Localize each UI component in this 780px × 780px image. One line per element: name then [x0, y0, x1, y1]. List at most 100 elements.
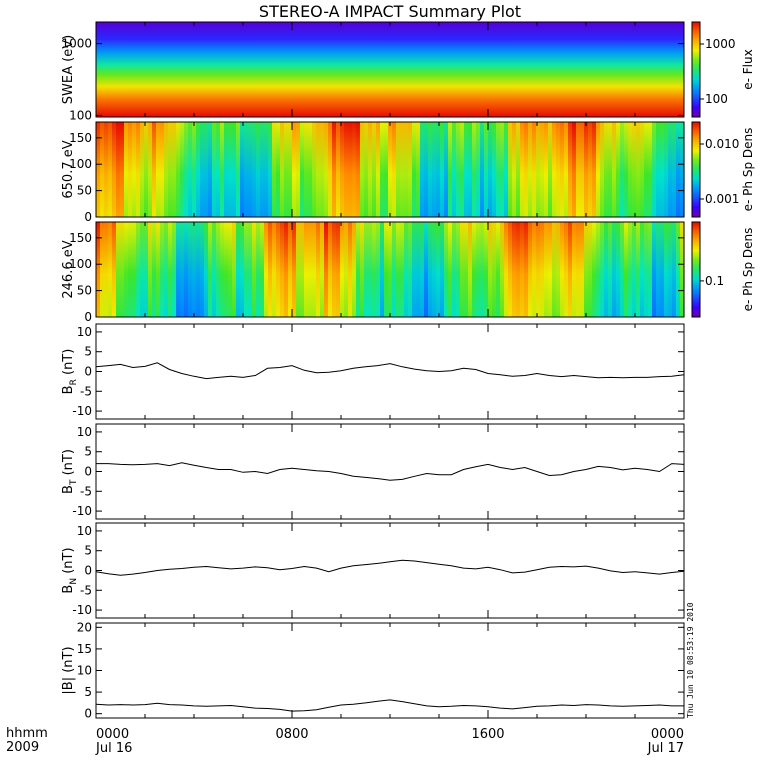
- spectrogram-strip: [476, 122, 481, 217]
- spectrogram-strip: [592, 222, 597, 317]
- spectrogram-strip: [204, 122, 209, 217]
- spectrogram-strip: [616, 222, 621, 317]
- spectrogram-strip: [116, 222, 121, 317]
- spectrogram-strip: [436, 122, 441, 217]
- spectrogram-strip: [256, 122, 261, 217]
- spectrogram-strip: [468, 222, 473, 317]
- spectrogram-strip: [472, 122, 477, 217]
- spectrogram-strip: [380, 222, 385, 317]
- spectrogram-strip: [176, 122, 181, 217]
- spectrogram-strip: [108, 222, 113, 317]
- colorbar-tick-label: 100: [705, 92, 728, 106]
- spectrogram-strip: [164, 122, 169, 217]
- spectrogram-strip: [560, 122, 565, 217]
- data-series-line: [95, 559, 685, 576]
- spectrogram-strip: [480, 222, 485, 317]
- spectrogram-strip: [120, 222, 125, 317]
- spectrogram-strip: [156, 222, 161, 317]
- spectrogram-strip: [440, 222, 445, 317]
- spectrogram-strip: [424, 222, 429, 317]
- spectrogram-strip: [532, 122, 537, 217]
- spectrogram-strip: [432, 122, 437, 217]
- spectrogram-strip: [620, 122, 625, 217]
- spectrogram-strip: [400, 122, 405, 217]
- spectrogram-strip: [252, 122, 257, 217]
- colorbar: [691, 21, 701, 118]
- spectrogram-strip: [596, 122, 601, 217]
- y-tick-label: 5: [84, 445, 92, 459]
- spectrogram-strip: [604, 222, 609, 317]
- spectrogram-strip: [116, 122, 121, 217]
- spectrogram-strip: [148, 222, 153, 317]
- panel-frame: [95, 622, 685, 719]
- spectrogram-strip: [624, 122, 629, 217]
- spectrogram-strip: [644, 122, 649, 217]
- spectrogram-strip: [100, 122, 105, 217]
- spectrogram-strip: [216, 122, 221, 217]
- spectrogram-strip: [136, 122, 141, 217]
- spectrogram-strip: [312, 222, 317, 317]
- spectrogram-strip: [508, 122, 513, 217]
- spectrogram-strip: [400, 222, 405, 317]
- spectrogram-strip: [420, 222, 425, 317]
- spectrogram-strip: [124, 222, 129, 317]
- axis-corner-label: hhmm 2009: [6, 727, 48, 755]
- spectrogram-strip: [396, 122, 401, 217]
- y-axis-label: |B| (nT): [61, 646, 76, 694]
- spectrogram-strip: [364, 222, 369, 317]
- spectrogram-strip: [540, 222, 545, 317]
- spectrogram-strip: [164, 222, 169, 317]
- spectrogram-strip: [408, 122, 413, 217]
- spectrogram-strip: [592, 122, 597, 217]
- data-series-line: [95, 699, 684, 712]
- spectrogram-strip: [252, 222, 257, 317]
- spectrogram-strip: [436, 222, 441, 317]
- x-tick-label: 0000: [651, 727, 684, 742]
- spectrogram-strip: [604, 122, 609, 217]
- y-tick-label: -5: [80, 384, 92, 398]
- spectrogram-strip: [260, 122, 265, 217]
- spectrogram-strip: [240, 122, 245, 217]
- spectrogram-strip: [168, 222, 173, 317]
- spectrogram-strip: [364, 122, 369, 217]
- spectrogram-strip: [612, 222, 617, 317]
- spectrogram-strip: [408, 222, 413, 317]
- spectrogram-strip: [520, 122, 525, 217]
- spectrogram-strip: [656, 122, 661, 217]
- spectrogram-strip: [256, 222, 261, 317]
- spectrogram-strip: [588, 122, 593, 217]
- spectrogram-strip: [136, 222, 141, 317]
- spectrogram-strip: [276, 122, 281, 217]
- spectrogram-strip: [120, 122, 125, 217]
- spectrogram-strip: [168, 122, 173, 217]
- spectrogram-strip: [504, 222, 509, 317]
- spectrogram-strip: [672, 122, 677, 217]
- spectrogram-strip: [320, 122, 325, 217]
- spectrogram-strip: [216, 222, 221, 317]
- spectrogram-strip: [548, 222, 553, 317]
- spectrogram-strip: [360, 222, 365, 317]
- spectrogram-strip: [304, 122, 309, 217]
- spectrogram-strip: [488, 122, 493, 217]
- x-tick-label: 0800: [275, 727, 308, 742]
- y-tick-label: 15: [77, 642, 92, 656]
- x-date-label: Jul 17: [647, 741, 684, 756]
- spectrogram-strip: [316, 222, 321, 317]
- spectrogram-strip: [544, 122, 549, 217]
- spectrogram-strip: [356, 122, 361, 217]
- spectrogram-strip: [516, 222, 521, 317]
- spectrogram-strip: [500, 222, 505, 317]
- y-tick-label: 10: [77, 664, 92, 678]
- spectrogram-strip: [492, 222, 497, 317]
- spectrogram-strip: [264, 122, 269, 217]
- spectrogram-strip: [104, 222, 109, 317]
- spectrogram-strip: [512, 222, 517, 317]
- y-axis-label: BR (nT): [61, 349, 79, 395]
- spectrogram-strip: [152, 122, 157, 217]
- spectrogram-strip: [416, 122, 421, 217]
- colorbar-label: e- Ph Sp Dens: [741, 128, 755, 212]
- spectrogram-strip: [444, 222, 449, 317]
- spectrogram-strip: [612, 122, 617, 217]
- colorbar-label: e- Ph Sp Dens: [741, 228, 755, 312]
- spectrogram-strip: [484, 122, 489, 217]
